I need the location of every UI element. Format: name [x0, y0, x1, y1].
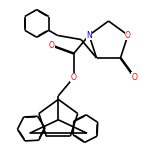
Text: N: N	[86, 31, 92, 40]
Text: O: O	[71, 73, 77, 82]
Text: O: O	[132, 73, 138, 82]
Text: O: O	[125, 31, 131, 40]
Text: O: O	[48, 41, 54, 50]
